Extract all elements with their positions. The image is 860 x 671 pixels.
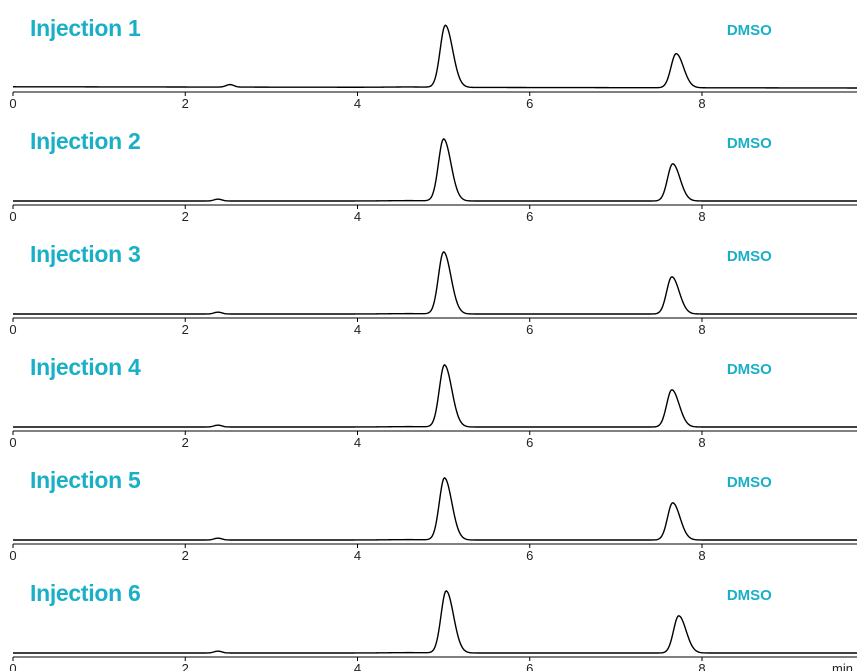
chromatogram-trace: [13, 477, 857, 541]
x-tick-label: 4: [354, 548, 361, 563]
x-tick-label: 2: [182, 96, 189, 111]
x-tick-label: 0: [9, 322, 16, 337]
x-tick-label: 6: [526, 435, 533, 450]
chromatogram-panel: Injection 3 DMSO 0 2 4 6 8: [9, 241, 857, 337]
panel-title: Injection 5: [30, 467, 141, 493]
x-tick-label: 6: [526, 96, 533, 111]
x-tick-label: 4: [354, 435, 361, 450]
x-tick-label: 6: [526, 322, 533, 337]
peak-label: DMSO: [727, 135, 772, 152]
panel-title: Injection 4: [30, 354, 141, 380]
chromatogram-panel: Injection 4 DMSO 0 2 4 6 8: [9, 354, 857, 450]
x-tick-label: 8: [698, 661, 705, 671]
panel-title: Injection 1: [30, 15, 141, 41]
x-tick-label: 0: [9, 435, 16, 450]
chromatogram-panel: Injection 1 DMSO 0 2 4 6 8: [9, 15, 857, 111]
x-axis-unit: min: [832, 661, 853, 671]
x-tick-label: 2: [182, 322, 189, 337]
peak-label: DMSO: [727, 22, 772, 39]
peak-label: DMSO: [727, 474, 772, 491]
chromatogram-panel: Injection 2 DMSO 0 2 4 6 8: [9, 128, 857, 224]
panel-title: Injection 3: [30, 241, 140, 267]
chromatogram-panel: Injection 6 DMSO 0 2 4 6 8 min: [9, 580, 857, 671]
x-tick-label: 0: [9, 661, 16, 671]
x-tick-label: 0: [9, 548, 16, 563]
x-tick-label: 4: [354, 209, 361, 224]
x-tick-label: 6: [526, 548, 533, 563]
chromatogram-trace: [13, 251, 857, 315]
x-tick-label: 2: [182, 209, 189, 224]
chromatogram-trace: [13, 364, 857, 428]
x-tick-label: 2: [182, 548, 189, 563]
chromatogram-trace: [13, 138, 857, 202]
x-tick-label: 8: [698, 435, 705, 450]
x-tick-label: 4: [354, 96, 361, 111]
panel-title: Injection 2: [30, 128, 140, 154]
x-tick-label: 4: [354, 661, 361, 671]
chromatogram-trace: [13, 24, 857, 89]
x-tick-label: 0: [9, 209, 16, 224]
chromatogram-panel: Injection 5 DMSO 0 2 4 6 8: [9, 467, 857, 563]
peak-label: DMSO: [727, 248, 772, 265]
x-tick-label: 6: [526, 661, 533, 671]
x-tick-label: 8: [698, 96, 705, 111]
x-tick-label: 6: [526, 209, 533, 224]
x-tick-label: 8: [698, 209, 705, 224]
peak-label: DMSO: [727, 587, 772, 604]
panel-title: Injection 6: [30, 580, 140, 606]
chromatogram-trace: [13, 590, 857, 654]
x-tick-label: 2: [182, 435, 189, 450]
x-tick-label: 4: [354, 322, 361, 337]
x-tick-label: 2: [182, 661, 189, 671]
x-tick-label: 8: [698, 322, 705, 337]
x-tick-label: 0: [9, 96, 16, 111]
x-tick-label: 8: [698, 548, 705, 563]
peak-label: DMSO: [727, 361, 772, 378]
